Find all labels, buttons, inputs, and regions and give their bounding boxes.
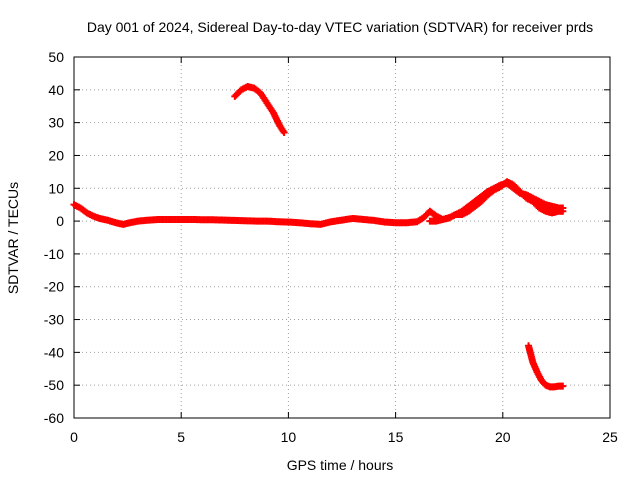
x-tick-label: 0 <box>70 429 78 445</box>
x-tick-label: 15 <box>388 429 404 445</box>
x-tick-label: 5 <box>177 429 185 445</box>
chart-title: Day 001 of 2024, Sidereal Day-to-day VTE… <box>87 19 593 35</box>
y-tick-label: 50 <box>48 49 64 65</box>
y-tick-label: 40 <box>48 82 64 98</box>
y-tick-label: 20 <box>48 147 64 163</box>
grid <box>74 57 610 418</box>
x-tick-label: 10 <box>281 429 297 445</box>
ticks: 0 5 10 15 20 25 -60 -50 -40 -30 -20 -10 0 10 20 30 40 50 <box>44 49 618 445</box>
series-1 <box>426 178 567 225</box>
y-tick-label: -10 <box>44 246 64 262</box>
y-tick-label: -40 <box>44 344 64 360</box>
data-point <box>559 207 567 215</box>
y-tick-label: 10 <box>48 180 64 196</box>
data-point <box>559 382 567 390</box>
y-tick-label: -60 <box>44 410 64 426</box>
y-tick-label: 30 <box>48 115 64 131</box>
y-axis-label: SDTVAR / TECUs <box>5 182 21 294</box>
y-tick-label: -30 <box>44 312 64 328</box>
y-tick-label: -50 <box>44 377 64 393</box>
plot-frame <box>73 56 611 419</box>
y-tick-label: -20 <box>44 279 64 295</box>
y-tick-label: 0 <box>56 213 64 229</box>
series-3 <box>525 342 567 391</box>
x-axis-label: GPS time / hours <box>287 457 394 473</box>
x-tick-label: 20 <box>495 429 511 445</box>
data-point <box>280 128 288 136</box>
data-points <box>70 83 567 391</box>
x-tick-label: 25 <box>602 429 618 445</box>
series-2 <box>231 83 288 136</box>
series-0 <box>70 179 567 228</box>
